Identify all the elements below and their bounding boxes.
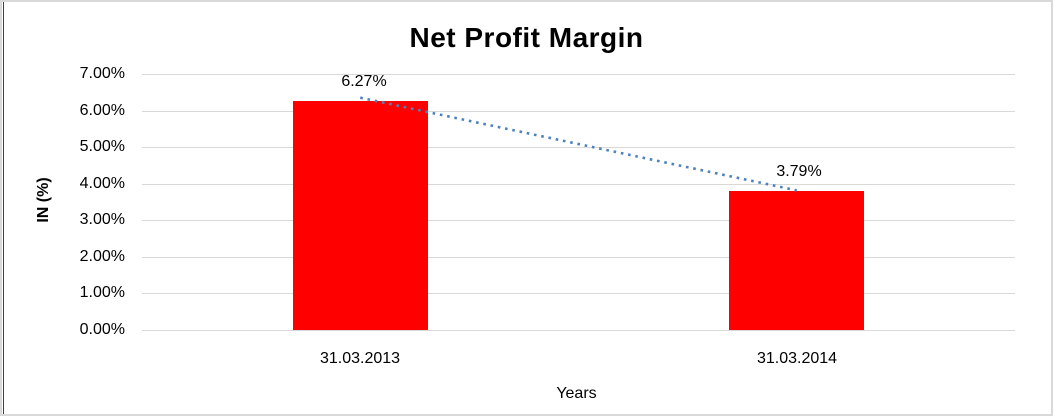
bar-31.03.2013 xyxy=(293,101,428,330)
x-axis-category-label: 31.03.2014 xyxy=(756,350,838,367)
gridline xyxy=(142,293,1015,294)
gridline xyxy=(142,220,1015,221)
y-axis-tick-label: 2.00% xyxy=(79,248,125,265)
gridline xyxy=(142,330,1015,331)
gridline xyxy=(142,257,1015,258)
bar-data-label: 6.27% xyxy=(341,73,387,90)
y-axis-tick-label: 3.00% xyxy=(79,211,125,228)
chart-title: Net Profit Margin xyxy=(409,22,644,53)
gridline xyxy=(142,74,1015,75)
bar-31.03.2014 xyxy=(729,191,864,330)
gridline xyxy=(142,184,1015,185)
y-axis-tick-label: 7.00% xyxy=(79,65,125,82)
y-axis-tick-label: 4.00% xyxy=(79,175,125,192)
x-axis-category-label: 31.03.2013 xyxy=(319,350,401,367)
y-axis-tick-label: 0.00% xyxy=(79,321,125,338)
gridline xyxy=(142,147,1015,148)
y-axis-tick-label: 5.00% xyxy=(79,138,125,155)
x-axis-title: Years xyxy=(556,385,597,402)
y-axis-tick-label: 6.00% xyxy=(79,102,125,119)
frame-left-border xyxy=(3,2,4,414)
y-axis-tick-label: 1.00% xyxy=(79,284,125,301)
gridline xyxy=(142,111,1015,112)
bar-data-label: 3.79% xyxy=(776,163,822,180)
